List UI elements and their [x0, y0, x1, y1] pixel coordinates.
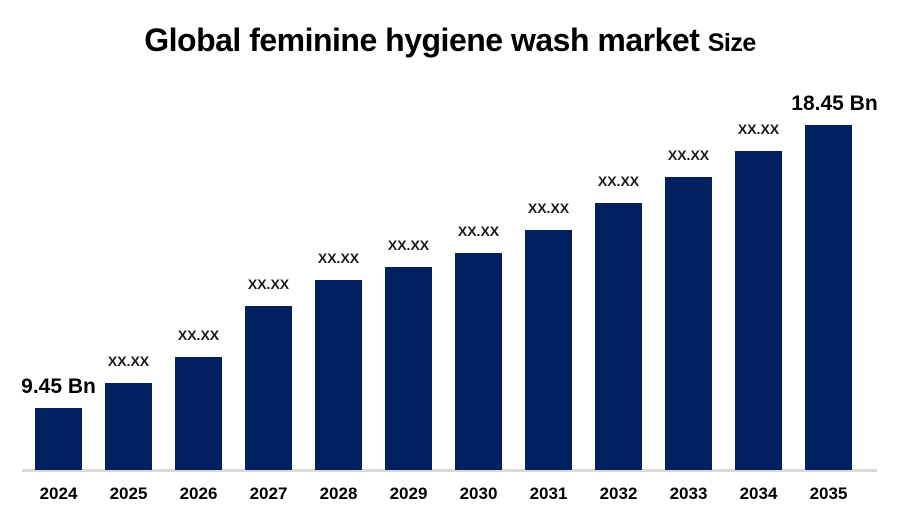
bar-2032 — [595, 203, 642, 470]
bar-value-label-2033: XX.XX — [667, 147, 710, 163]
bar-value-label-2032: XX.XX — [597, 173, 640, 189]
x-axis-label-2027: 2027 — [249, 484, 288, 503]
chart-title-suffix: Size — [707, 29, 757, 57]
bar-value-label-2027: XX.XX — [247, 276, 290, 292]
chart-title: Global feminine hygiene wash market Size — [0, 22, 900, 59]
bar-value-label-2026: XX.XX — [177, 327, 220, 343]
bar-value-label-2028: XX.XX — [317, 250, 360, 266]
x-axis-label-2031: 2031 — [529, 484, 568, 503]
bar-value-label-2024: 9.45 Bn — [21, 375, 96, 398]
bar-2035 — [805, 125, 852, 470]
chart-title-main: Global feminine hygiene wash market — [144, 22, 700, 58]
bar-2024 — [35, 408, 82, 470]
x-axis-label-2032: 2032 — [599, 484, 638, 503]
x-axis-label-2029: 2029 — [389, 484, 428, 503]
bar-2031 — [525, 230, 572, 470]
bar-2033 — [665, 177, 712, 470]
x-axis-label-2026: 2026 — [179, 484, 218, 503]
bar-value-label-2030: XX.XX — [457, 223, 500, 239]
bar-2030 — [455, 253, 502, 470]
x-axis-label-2024: 2024 — [39, 484, 78, 503]
x-axis-label-2035: 2035 — [809, 484, 848, 503]
bar-value-label-2025: XX.XX — [107, 353, 150, 369]
x-axis-label-2025: 2025 — [109, 484, 148, 503]
x-axis-label-2030: 2030 — [459, 484, 498, 503]
bar-2029 — [385, 267, 432, 470]
bar-value-label-2035: 18.45 Bn — [791, 92, 878, 115]
bar-value-label-2034: XX.XX — [737, 121, 780, 137]
bar-2026 — [175, 357, 222, 470]
x-axis-label-2034: 2034 — [739, 484, 778, 503]
bar-value-label-2031: XX.XX — [527, 200, 570, 216]
x-axis-label-2033: 2033 — [669, 484, 708, 503]
bar-2034 — [735, 151, 782, 470]
x-axis-line — [22, 469, 877, 472]
bar-2027 — [245, 306, 292, 470]
x-axis-label-2028: 2028 — [319, 484, 358, 503]
bar-value-label-2029: XX.XX — [387, 237, 430, 253]
bar-2028 — [315, 280, 362, 470]
bar-2025 — [105, 383, 152, 470]
